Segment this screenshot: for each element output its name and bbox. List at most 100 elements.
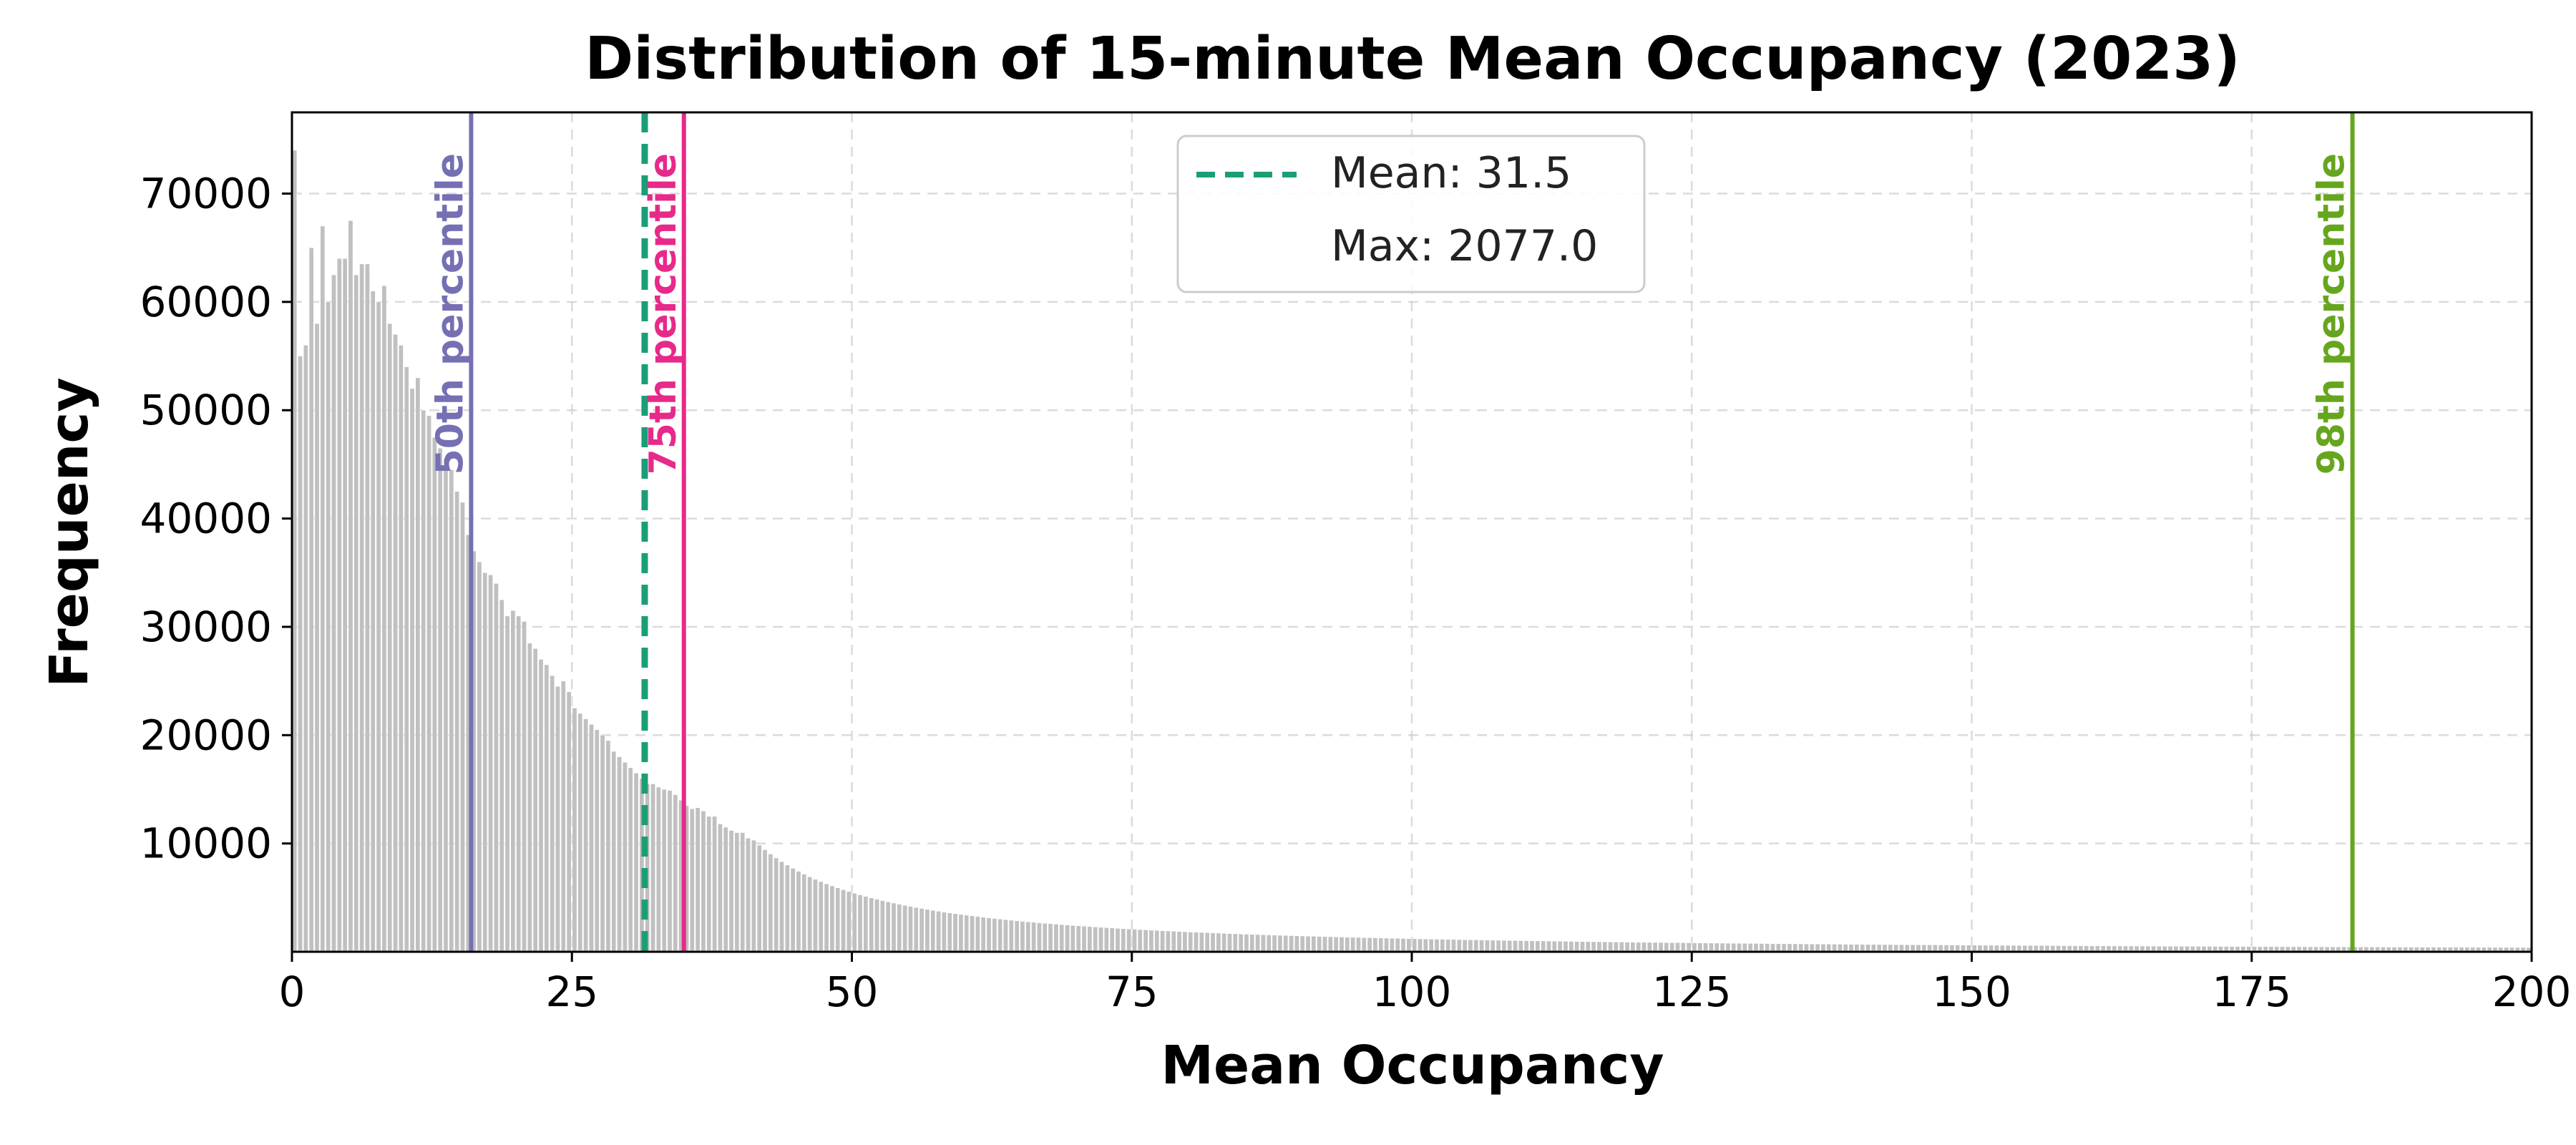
histogram-bar	[1384, 937, 1389, 952]
histogram-bar	[1860, 944, 1865, 952]
histogram-bar	[992, 918, 997, 952]
histogram-bar	[835, 887, 841, 952]
histogram-bar	[1865, 944, 1870, 952]
histogram-bar	[1339, 937, 1345, 952]
histogram-bar	[1008, 920, 1014, 952]
y-tick-label: 50000	[140, 386, 272, 434]
histogram-bar	[1518, 940, 1523, 952]
histogram-bar	[431, 437, 437, 952]
histogram-bar	[1451, 939, 1456, 952]
histogram-bar	[1305, 935, 1311, 952]
histogram-bar	[1602, 941, 1608, 952]
histogram-bar	[650, 784, 655, 952]
histogram-bar	[1350, 937, 1356, 952]
histogram-bar	[1445, 939, 1451, 952]
histogram-bar	[1652, 942, 1658, 952]
histogram-bar	[796, 871, 801, 952]
histogram-bar	[784, 864, 790, 952]
histogram-bar	[1272, 935, 1277, 952]
x-axis-label: Mean Occupancy	[1161, 1035, 1664, 1096]
histogram-bar	[1675, 942, 1680, 952]
histogram-bar	[1361, 937, 1367, 952]
histogram-bar	[1826, 944, 1832, 952]
histogram-bar	[1115, 928, 1121, 952]
histogram-bar	[1468, 940, 1473, 952]
histogram-bar	[494, 583, 499, 952]
histogram-bar	[1081, 926, 1087, 952]
histogram-bar	[365, 263, 370, 952]
histogram-bar	[504, 615, 510, 952]
histogram-bar	[437, 447, 443, 952]
histogram-bar	[1400, 938, 1406, 952]
histogram-bar	[997, 919, 1003, 952]
histogram-bar	[930, 910, 936, 952]
histogram-bar	[1333, 936, 1339, 952]
histogram-bar	[1535, 940, 1541, 952]
histogram-bar	[1664, 942, 1669, 952]
histogram-bar	[1557, 941, 1563, 952]
histogram-bar	[869, 897, 874, 952]
histogram-bar	[1490, 940, 1496, 952]
x-axis-ticks: 0 25 50 75 100 125 150 175 200	[279, 952, 2571, 1016]
legend: Mean: 31.5 Max: 2077.0	[1176, 135, 1646, 293]
histogram-bar	[298, 356, 303, 952]
histogram-bar	[1171, 931, 1176, 952]
legend-max-label: Max: 2077.0	[1331, 221, 1598, 271]
histogram-bar	[308, 247, 314, 952]
histogram-bar	[1020, 921, 1025, 952]
histogram-bar	[801, 874, 807, 952]
histogram-bar	[762, 849, 768, 952]
histogram-bar	[919, 908, 924, 952]
histogram-bar	[605, 740, 611, 952]
y-tick-label: 10000	[140, 819, 272, 868]
histogram-bar	[1283, 935, 1289, 952]
histogram-bar	[1759, 943, 1765, 952]
histogram-bar	[852, 892, 857, 952]
histogram-bar	[1838, 944, 1843, 952]
histogram-bar	[891, 902, 897, 952]
histogram-bar	[1148, 930, 1154, 952]
histogram-bar	[1126, 928, 1132, 952]
y-axis-ticks: 10000 20000 30000 40000 50000 60000 70000	[140, 170, 292, 868]
histogram-bar	[421, 409, 426, 952]
histogram-bar	[1479, 940, 1484, 952]
x-tick-label: 175	[2212, 968, 2291, 1016]
histogram-bar	[779, 861, 784, 952]
histogram-bar	[958, 914, 964, 952]
histogram-bar	[1143, 930, 1148, 952]
histogram-bar	[947, 912, 952, 952]
histogram-bar	[1227, 933, 1232, 952]
histogram-bar	[1322, 936, 1327, 952]
histogram-bar	[336, 258, 342, 952]
histogram-bar	[1725, 942, 1731, 952]
histogram-bar	[1765, 943, 1770, 952]
histogram-bar	[1395, 938, 1400, 952]
legend-mean-label: Mean: 31.5	[1331, 148, 1571, 198]
histogram-bar	[1345, 937, 1350, 952]
histogram-bar	[1311, 936, 1317, 952]
histogram-bar	[1087, 926, 1093, 952]
histogram-bar	[1244, 934, 1249, 952]
histogram-bar	[1317, 936, 1322, 952]
histogram-bar	[1568, 941, 1574, 952]
histogram-bar	[952, 913, 958, 952]
histogram-bar	[1686, 942, 1692, 952]
histogram-bar	[1781, 943, 1787, 952]
histogram-bar	[1574, 941, 1579, 952]
histogram-bar	[1714, 942, 1719, 952]
histogram-bar	[847, 891, 852, 952]
histogram-bar	[1580, 941, 1585, 952]
histogram-bar	[1473, 940, 1479, 952]
histogram-bar	[1294, 935, 1299, 952]
histogram-bar	[756, 844, 762, 952]
histogram-bar	[1619, 942, 1624, 952]
histogram-bar	[1585, 941, 1591, 952]
histogram-bar	[1014, 920, 1020, 952]
histogram-bar	[751, 839, 756, 952]
histogram-bar	[499, 599, 504, 952]
histogram-bar	[740, 832, 746, 952]
histogram-bar	[975, 916, 980, 952]
histogram-bar	[1440, 939, 1445, 952]
histogram-bar	[1523, 940, 1529, 952]
